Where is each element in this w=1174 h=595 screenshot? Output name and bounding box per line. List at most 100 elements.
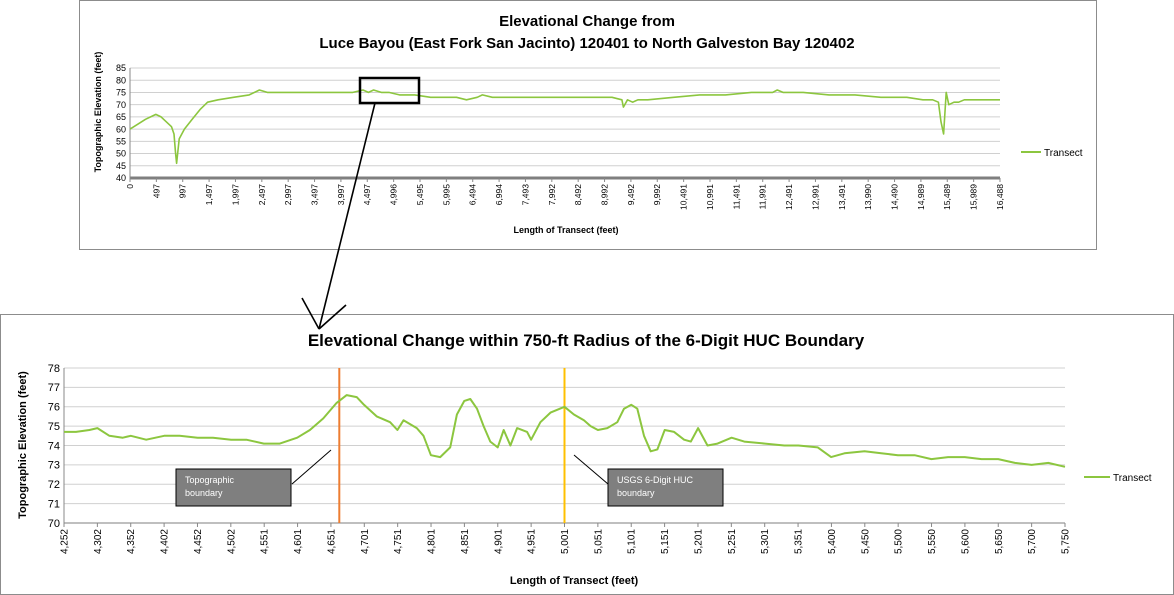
- top-chart-y-tick-label: 55: [116, 136, 126, 146]
- top-chart-x-tick-label: 497: [151, 184, 161, 198]
- top-chart-x-tick-label: 15,489: [942, 184, 952, 210]
- bottom-chart-x-tick-label: 4,801: [427, 529, 438, 554]
- top-chart-y-tick-label: 50: [116, 149, 126, 159]
- top-chart-y-tick-label: 45: [116, 161, 126, 171]
- top-chart-x-tick-label: 13,491: [837, 184, 847, 210]
- top-chart-y-tick-label: 70: [116, 100, 126, 110]
- zoom-arrow-head-right: [318, 304, 347, 330]
- top-chart-x-tick-label: 6,994: [494, 184, 504, 206]
- top-chart-x-tick-label: 4,497: [362, 184, 372, 206]
- topographic-boundary-leader: [291, 449, 332, 485]
- top-chart-x-tick-label: 997: [178, 184, 188, 198]
- bottom-chart-x-tick-label: 5,600: [960, 529, 971, 554]
- bottom-chart-x-tick-label: 4,601: [293, 529, 304, 554]
- top-chart-y-tick-label: 85: [116, 63, 126, 73]
- bottom-chart-x-tick-label: 4,651: [326, 529, 337, 554]
- bottom-chart-x-tick-label: 5,001: [560, 529, 571, 554]
- bottom-chart-y-tick-label: 73: [48, 460, 60, 472]
- top-chart-x-tick-label: 10,491: [679, 184, 689, 210]
- bottom-chart-y-tick-label: 75: [48, 421, 60, 433]
- huc-boundary-callout-line1: USGS 6-Digit HUC: [617, 475, 694, 485]
- top-chart-title-line1: Elevational Change from: [499, 13, 675, 30]
- top-chart-x-tick-label: 12,991: [810, 184, 820, 210]
- top-chart-x-tick-label: 1,997: [230, 184, 240, 206]
- bottom-chart-x-tick-label: 4,502: [226, 529, 237, 554]
- bottom-chart-series-line: [64, 394, 1066, 468]
- bottom-chart-x-tick-label: 5,251: [727, 529, 738, 554]
- bottom-chart-x-tick-label: 5,351: [794, 529, 805, 554]
- bottom-chart-x-tick-label: 5,151: [660, 529, 671, 554]
- huc-boundary-callout-line2: boundary: [617, 488, 655, 498]
- bottom-legend-label: Transect: [1113, 473, 1152, 484]
- bottom-chart-y-tick-label: 71: [48, 498, 60, 510]
- topographic-boundary-callout-line1: Topographic: [185, 475, 235, 485]
- top-chart-y-tick-label: 80: [116, 75, 126, 85]
- top-chart-x-tick-label: 8,992: [600, 184, 610, 206]
- bottom-chart-x-tick-label: 4,452: [193, 529, 204, 554]
- top-chart-x-tick-label: 7,493: [520, 184, 530, 206]
- top-chart-x-tick-label: 7,992: [547, 184, 557, 206]
- top-chart-x-tick-label: 15,989: [969, 184, 979, 210]
- bottom-chart-x-tick-label: 4,551: [260, 529, 271, 554]
- bottom-chart-y-tick-label: 70: [48, 518, 60, 530]
- bottom-chart-x-tick-label: 4,302: [93, 529, 104, 554]
- bottom-chart-y-axis-title: Topographic Elevation (feet): [17, 371, 29, 519]
- bottom-chart-x-tick-label: 5,400: [827, 529, 838, 554]
- bottom-chart-x-tick-label: 5,101: [627, 529, 638, 554]
- bottom-chart-x-tick-label: 4,951: [527, 529, 538, 554]
- top-chart-x-tick-label: 4,996: [389, 184, 399, 206]
- bottom-chart-y-tick-label: 72: [48, 479, 60, 491]
- top-chart-x-axis-title: Length of Transect (feet): [513, 225, 618, 235]
- bottom-chart-x-tick-label: 5,750: [1061, 529, 1072, 554]
- top-chart-x-tick-label: 0: [125, 184, 135, 189]
- top-chart-y-tick-label: 60: [116, 124, 126, 134]
- top-chart-x-tick-label: 1,497: [204, 184, 214, 206]
- bottom-chart-panel: [0, 314, 1174, 595]
- bottom-chart-x-tick-label: 5,201: [693, 529, 704, 554]
- top-legend-label: Transect: [1044, 148, 1083, 159]
- bottom-chart-y-tick-label: 78: [48, 363, 60, 375]
- top-chart-y-tick-label: 75: [116, 88, 126, 98]
- top-chart-x-tick-label: 2,497: [257, 184, 267, 206]
- top-chart-panel: [79, 0, 1097, 250]
- top-chart-x-tick-label: 6,494: [468, 184, 478, 206]
- top-chart-x-tick-label: 13,990: [863, 184, 873, 210]
- bottom-chart-x-tick-label: 5,700: [1027, 529, 1038, 554]
- top-chart-x-tick-label: 10,991: [705, 184, 715, 210]
- top-chart-y-tick-label: 40: [116, 173, 126, 183]
- bottom-chart-y-tick-label: 77: [48, 382, 60, 394]
- bottom-chart-x-tick-label: 4,701: [360, 529, 371, 554]
- top-chart-x-tick-label: 5,495: [415, 184, 425, 206]
- bottom-chart-x-axis-title: Length of Transect (feet): [510, 575, 639, 587]
- top-chart-y-axis-title: Topographic Elevation (feet): [93, 52, 103, 173]
- huc-boundary-callout-box: [607, 468, 724, 507]
- top-chart-x-tick-label: 2,997: [283, 184, 293, 206]
- bottom-chart-x-tick-label: 4,352: [126, 529, 137, 554]
- bottom-chart-x-tick-label: 5,500: [894, 529, 905, 554]
- huc-boundary-leader: [573, 454, 609, 485]
- bottom-chart-title: Elevational Change within 750-ft Radius …: [308, 331, 865, 350]
- bottom-chart-x-tick-label: 5,301: [760, 529, 771, 554]
- bottom-chart-x-tick-label: 4,851: [460, 529, 471, 554]
- top-chart-x-tick-label: 5,995: [441, 184, 451, 206]
- bottom-chart-x-tick-label: 4,402: [160, 529, 171, 554]
- bottom-chart-x-tick-label: 5,550: [927, 529, 938, 554]
- zoom-arrow-line: [318, 102, 376, 330]
- top-chart-x-tick-label: 14,490: [890, 184, 900, 210]
- top-chart-x-tick-label: 8,492: [573, 184, 583, 206]
- bottom-chart-x-tick-label: 4,252: [60, 529, 71, 554]
- top-chart-x-tick-label: 14,989: [916, 184, 926, 210]
- bottom-chart-x-tick-label: 5,650: [994, 529, 1005, 554]
- top-chart-y-tick-label: 65: [116, 112, 126, 122]
- bottom-chart-x-tick-label: 5,450: [860, 529, 871, 554]
- bottom-chart-y-tick-label: 74: [48, 440, 60, 452]
- bottom-chart-x-tick-label: 5,051: [593, 529, 604, 554]
- bottom-chart-y-tick-label: 76: [48, 402, 60, 414]
- top-chart-x-tick-label: 3,997: [336, 184, 346, 206]
- zoom-highlight-box: [358, 76, 421, 105]
- topographic-boundary-callout-box: [175, 468, 292, 507]
- top-chart-x-tick-label: 9,492: [626, 184, 636, 206]
- top-chart-series-line: [129, 89, 1000, 165]
